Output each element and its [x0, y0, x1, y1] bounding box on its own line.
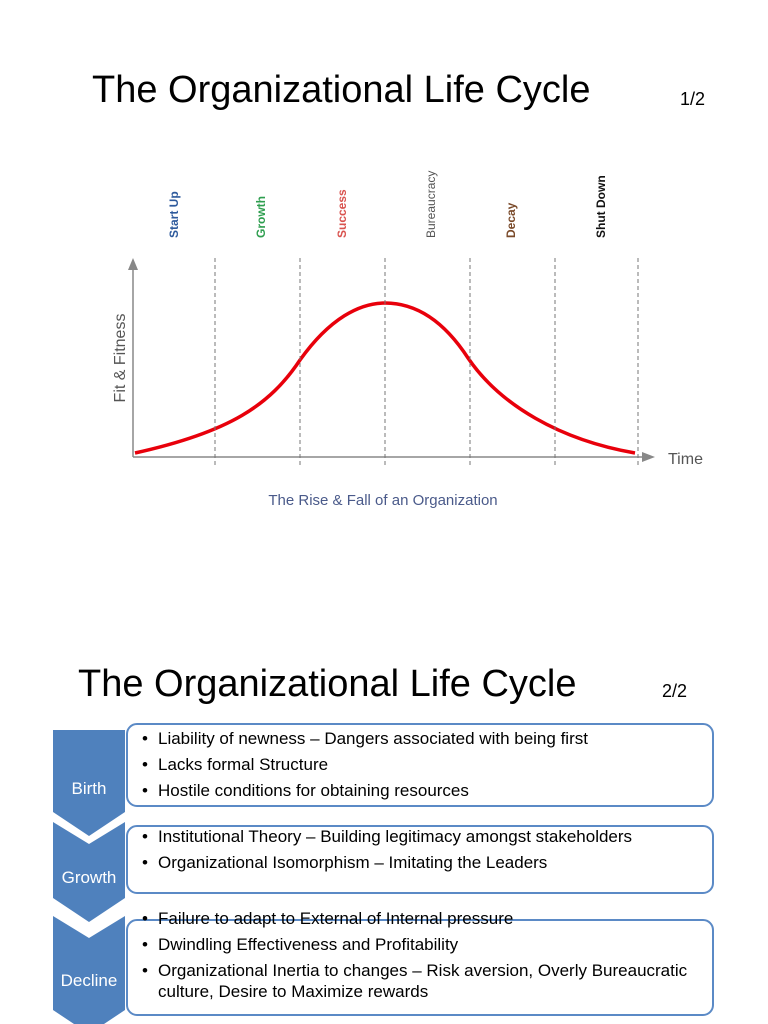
- stage-chevron: [53, 730, 125, 836]
- slide-title: The Organizational Life Cycle: [92, 69, 590, 111]
- page-number: 1/2: [680, 89, 705, 109]
- bullet-item: Institutional Theory – Building legitima…: [140, 826, 695, 847]
- stage-chevron: [53, 916, 125, 1024]
- stage-label: Decay: [504, 202, 518, 238]
- stage-label: Growth: [254, 196, 268, 238]
- page-number: 2/2: [662, 681, 687, 701]
- bullet-item: Liability of newness – Dangers associate…: [140, 728, 695, 749]
- slide-title: The Organizational Life Cycle: [78, 663, 576, 705]
- bullet-item: Hostile conditions for obtaining resourc…: [140, 780, 695, 801]
- bullet-item: Organizational Isomorphism – Imitating t…: [140, 852, 695, 873]
- x-axis-label: Time: [668, 451, 703, 468]
- arrow: [642, 452, 655, 462]
- bullet-item: Lacks formal Structure: [140, 754, 695, 775]
- bullet-item: Failure to adapt to External of Internal…: [140, 908, 695, 929]
- stage-chevron: [53, 822, 125, 922]
- bullet-item: Dwindling Effectiveness and Profitabilit…: [140, 934, 695, 955]
- bullet-list: Institutional Theory – Building legitima…: [140, 826, 695, 878]
- caption: The Rise & Fall of an Organization: [268, 492, 497, 509]
- stage-label: Bureaucracy: [424, 171, 438, 238]
- bullet-list: Failure to adapt to External of Internal…: [140, 908, 695, 1007]
- stage-label: Growth: [61, 868, 117, 887]
- bullet-item: Organizational Inertia to changes – Risk…: [140, 960, 695, 1002]
- arrow: [128, 258, 138, 270]
- stage-label: Decline: [60, 971, 118, 990]
- y-axis-label: Fit & Fitness: [112, 314, 129, 403]
- stage-label: Shut Down: [594, 175, 608, 238]
- stage-label: Success: [335, 189, 349, 238]
- bullet-list: Liability of newness – Dangers associate…: [140, 728, 695, 806]
- stage-label: Birth: [71, 779, 107, 798]
- stage-label: Start Up: [167, 191, 181, 238]
- life-cycle-diagram: Fit & Fitness Time The Rise & Fall of an…: [112, 171, 703, 509]
